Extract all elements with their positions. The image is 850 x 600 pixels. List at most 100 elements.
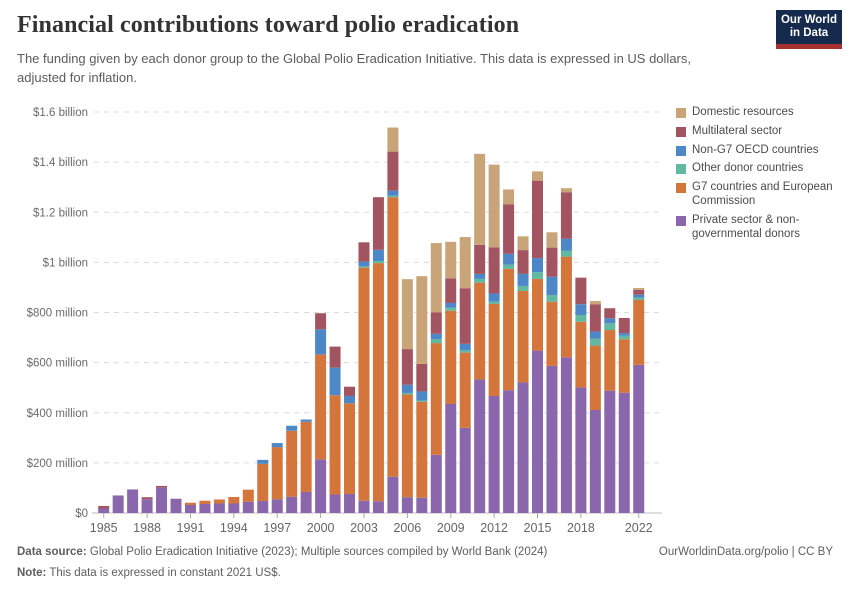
bar-segment[interactable] bbox=[503, 264, 515, 269]
bar-segment[interactable] bbox=[546, 294, 558, 302]
bar-segment[interactable] bbox=[633, 364, 645, 513]
bar-segment[interactable] bbox=[401, 392, 413, 395]
bar-segment[interactable] bbox=[344, 386, 356, 396]
bar-segment[interactable] bbox=[286, 425, 298, 431]
bar-segment[interactable] bbox=[141, 499, 153, 513]
bar-segment[interactable] bbox=[228, 496, 240, 504]
bar-segment[interactable] bbox=[344, 493, 356, 513]
bar-1994[interactable] bbox=[228, 496, 240, 513]
bar-segment[interactable] bbox=[604, 318, 616, 324]
bar-segment[interactable] bbox=[387, 197, 399, 477]
bar-1991[interactable] bbox=[184, 502, 196, 513]
bar-segment[interactable] bbox=[532, 171, 543, 181]
bar-segment[interactable] bbox=[242, 489, 254, 502]
bar-segment[interactable] bbox=[633, 287, 645, 290]
bar-2007[interactable] bbox=[416, 276, 428, 513]
bar-segment[interactable] bbox=[416, 363, 428, 392]
bar-segment[interactable] bbox=[416, 276, 428, 364]
bar-segment[interactable] bbox=[474, 153, 486, 245]
bar-1986[interactable] bbox=[112, 495, 124, 513]
bar-segment[interactable] bbox=[430, 333, 442, 340]
bar-segment[interactable] bbox=[430, 312, 442, 334]
bar-segment[interactable] bbox=[213, 499, 225, 504]
bar-2004[interactable] bbox=[372, 197, 384, 513]
bar-1995[interactable] bbox=[242, 489, 254, 513]
bar-segment[interactable] bbox=[199, 503, 211, 513]
bar-segment[interactable] bbox=[184, 502, 196, 505]
bar-segment[interactable] bbox=[315, 313, 327, 330]
bar-2012[interactable] bbox=[488, 164, 500, 513]
bar-segment[interactable] bbox=[517, 250, 529, 274]
bar-segment[interactable] bbox=[300, 419, 312, 422]
bar-2003[interactable] bbox=[358, 242, 370, 513]
bar-segment[interactable] bbox=[503, 390, 515, 513]
bar-segment[interactable] bbox=[257, 500, 269, 513]
bar-segment[interactable] bbox=[560, 238, 572, 251]
bar-1990[interactable] bbox=[170, 498, 182, 513]
bar-segment[interactable] bbox=[474, 273, 486, 279]
bar-segment[interactable] bbox=[358, 267, 370, 501]
bar-segment[interactable] bbox=[401, 279, 413, 350]
bar-segment[interactable] bbox=[633, 289, 645, 295]
bar-1993[interactable] bbox=[213, 499, 225, 513]
bar-segment[interactable] bbox=[329, 494, 341, 513]
bar-2001[interactable] bbox=[329, 346, 341, 513]
bar-1988[interactable] bbox=[141, 497, 153, 513]
bar-segment[interactable] bbox=[401, 394, 413, 498]
bar-2014[interactable] bbox=[517, 236, 529, 513]
bar-2005[interactable] bbox=[387, 127, 399, 513]
bar-segment[interactable] bbox=[416, 401, 428, 498]
bar-segment[interactable] bbox=[517, 382, 529, 513]
bar-segment[interactable] bbox=[589, 409, 601, 513]
bar-segment[interactable] bbox=[459, 352, 471, 428]
bar-segment[interactable] bbox=[416, 497, 428, 513]
bar-segment[interactable] bbox=[488, 293, 500, 302]
bar-2019[interactable] bbox=[589, 300, 601, 513]
bar-segment[interactable] bbox=[503, 189, 515, 205]
bar-segment[interactable] bbox=[459, 350, 471, 353]
bar-segment[interactable] bbox=[329, 346, 341, 368]
bar-segment[interactable] bbox=[517, 285, 529, 291]
bar-segment[interactable] bbox=[156, 487, 168, 513]
bar-segment[interactable] bbox=[474, 278, 486, 283]
bar-segment[interactable] bbox=[517, 236, 529, 251]
bar-1999[interactable] bbox=[300, 419, 312, 513]
bar-segment[interactable] bbox=[445, 278, 457, 303]
bar-segment[interactable] bbox=[604, 390, 616, 513]
bar-segment[interactable] bbox=[560, 192, 572, 239]
bar-segment[interactable] bbox=[459, 343, 471, 351]
bar-segment[interactable] bbox=[488, 301, 500, 304]
bar-segment[interactable] bbox=[503, 204, 515, 254]
bar-segment[interactable] bbox=[401, 349, 413, 385]
bar-segment[interactable] bbox=[575, 387, 587, 513]
bar-segment[interactable] bbox=[618, 392, 630, 513]
bar-1996[interactable] bbox=[257, 459, 269, 513]
bar-segment[interactable] bbox=[517, 290, 529, 383]
bar-segment[interactable] bbox=[242, 501, 254, 513]
bar-segment[interactable] bbox=[459, 237, 471, 289]
bar-segment[interactable] bbox=[589, 304, 601, 332]
bar-segment[interactable] bbox=[589, 345, 601, 410]
bar-segment[interactable] bbox=[546, 365, 558, 513]
bar-segment[interactable] bbox=[488, 303, 500, 396]
bar-segment[interactable] bbox=[589, 331, 601, 339]
bar-segment[interactable] bbox=[474, 244, 486, 274]
bar-segment[interactable] bbox=[445, 302, 457, 308]
bar-2013[interactable] bbox=[503, 189, 515, 513]
bar-segment[interactable] bbox=[387, 151, 399, 191]
bar-segment[interactable] bbox=[532, 180, 543, 259]
bar-segment[interactable] bbox=[112, 495, 124, 513]
bar-segment[interactable] bbox=[430, 339, 442, 344]
bar-2015[interactable] bbox=[532, 171, 543, 513]
bar-segment[interactable] bbox=[271, 443, 283, 448]
bar-segment[interactable] bbox=[387, 476, 399, 513]
bar-segment[interactable] bbox=[604, 323, 616, 331]
bar-2018[interactable] bbox=[575, 277, 587, 513]
bar-segment[interactable] bbox=[358, 500, 370, 513]
bar-2022[interactable] bbox=[633, 287, 645, 513]
bar-segment[interactable] bbox=[445, 307, 457, 311]
bar-segment[interactable] bbox=[589, 300, 601, 305]
bar-segment[interactable] bbox=[488, 164, 500, 248]
bar-segment[interactable] bbox=[358, 261, 370, 267]
bar-segment[interactable] bbox=[184, 504, 196, 513]
